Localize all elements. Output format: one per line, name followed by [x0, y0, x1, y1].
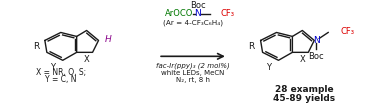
- Text: ArOCO: ArOCO: [165, 9, 193, 18]
- Text: Y: Y: [50, 63, 55, 72]
- Text: N: N: [195, 9, 201, 18]
- Text: Boc: Boc: [308, 52, 324, 61]
- Text: CF₃: CF₃: [340, 27, 354, 36]
- Text: 45-89 yields: 45-89 yields: [273, 94, 335, 103]
- Text: R: R: [248, 42, 255, 51]
- Text: Y = C, N: Y = C, N: [45, 75, 76, 84]
- Text: white LEDs, MeCN: white LEDs, MeCN: [161, 70, 225, 76]
- Text: fac-Ir(ppy)₃ (2 mol%): fac-Ir(ppy)₃ (2 mol%): [156, 62, 230, 68]
- Text: N: N: [313, 36, 320, 45]
- Text: R: R: [33, 42, 39, 51]
- Text: X: X: [299, 55, 305, 64]
- Text: Y: Y: [266, 63, 271, 72]
- Text: H: H: [104, 35, 111, 44]
- Text: X: X: [84, 55, 90, 64]
- Text: X = NR, O, S;: X = NR, O, S;: [36, 68, 86, 77]
- Text: (Ar = 4-CF₃C₆H₄): (Ar = 4-CF₃C₆H₄): [163, 19, 223, 26]
- Text: Boc: Boc: [190, 1, 206, 10]
- Text: 28 example: 28 example: [275, 85, 334, 94]
- Text: CF₃: CF₃: [221, 9, 235, 18]
- Text: N₂, rt, 8 h: N₂, rt, 8 h: [176, 77, 210, 83]
